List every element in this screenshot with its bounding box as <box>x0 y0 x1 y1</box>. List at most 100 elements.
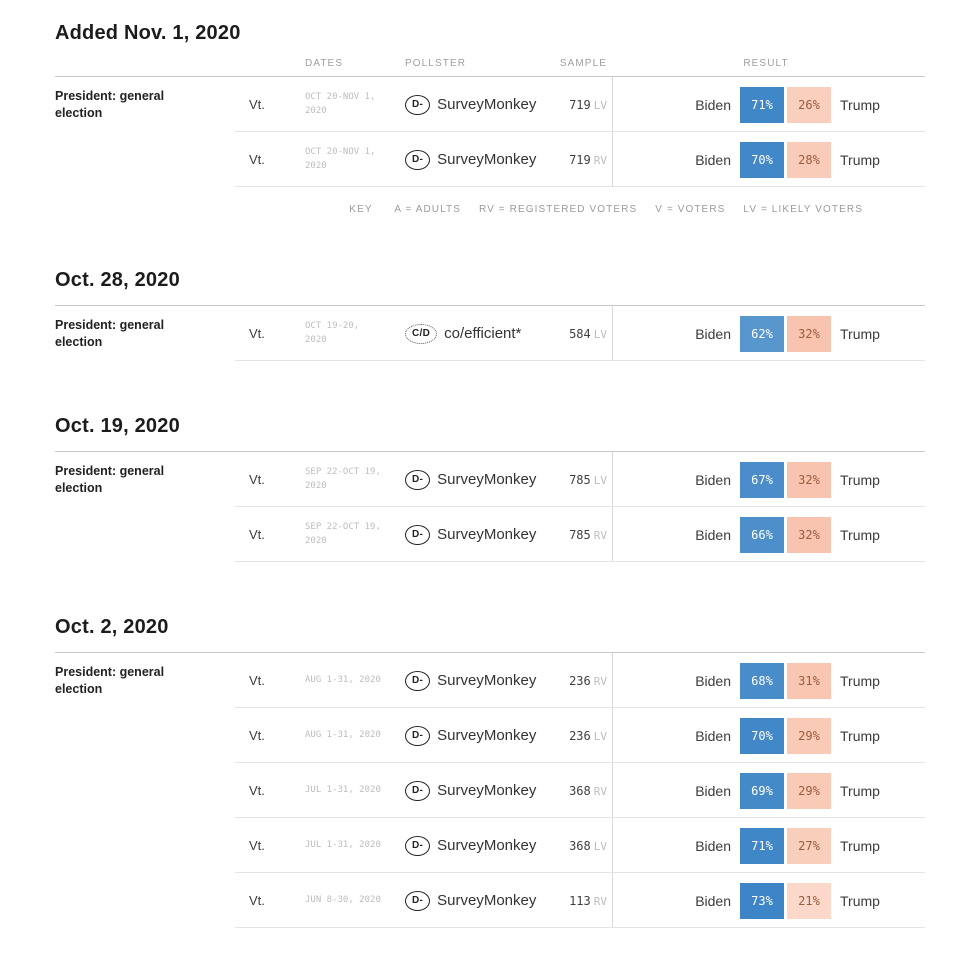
pollster-name[interactable]: SurveyMonkey <box>437 837 537 854</box>
column-header-pollster: POLLSTER <box>405 58 467 69</box>
race-link[interactable]: President: general election <box>55 665 165 696</box>
key-label: KEY <box>349 204 373 215</box>
pollster-cell: D- SurveyMonkey <box>405 890 545 911</box>
state-abbr: Vt. <box>249 673 265 688</box>
poll-section: Oct. 2, 2020 DATES POLLSTER SAMPLE RESUL… <box>55 616 925 928</box>
poll-dates: AUG 1-31, 2020 <box>305 729 381 740</box>
sample-result-divider <box>612 77 613 187</box>
pollster-cell: D- SurveyMonkey <box>405 149 545 170</box>
column-header-result: RESULT <box>743 58 789 69</box>
pollster-cell: D- SurveyMonkey <box>405 524 545 545</box>
key-item: RV = REGISTERED VOTERS <box>479 204 638 215</box>
poll-section: Oct. 28, 2020 DATES POLLSTER SAMPLE RESU… <box>55 269 925 361</box>
poll-row: President: general election Vt. SEP 22-O… <box>55 452 925 507</box>
rep-result-box: 29% <box>787 772 831 809</box>
result-cell: Biden 67% 32% Trump <box>607 461 925 498</box>
pollster-name[interactable]: co/efficient* <box>444 325 522 342</box>
race-link[interactable]: President: general election <box>55 464 165 495</box>
sample-type: LV <box>593 839 607 853</box>
key-item: LV = LIKELY VOTERS <box>743 204 863 215</box>
sample-type: LV <box>593 473 607 487</box>
sample-size: 785 <box>569 527 591 542</box>
poll-row: Vt. AUG 1-31, 2020 D- SurveyMonkey 236 LV… <box>55 708 925 763</box>
pollster-name[interactable]: SurveyMonkey <box>437 782 537 799</box>
sample-type: RV <box>593 784 607 798</box>
poll-row: Vt. JUL 1-31, 2020 D- SurveyMonkey 368 RV… <box>55 763 925 818</box>
dem-candidate-name: Biden <box>695 471 731 488</box>
pollster-name[interactable]: SurveyMonkey <box>437 96 537 113</box>
poll-dates: OCT 20-NOV 1, 2020 <box>305 91 376 116</box>
key-item: V = VOTERS <box>655 204 726 215</box>
rep-result-box: 27% <box>787 827 831 864</box>
pollster-name[interactable]: SurveyMonkey <box>437 526 537 543</box>
sample-cell: 719 LV <box>545 98 607 112</box>
poll-group: President: general election Vt. OCT 19-2… <box>55 305 925 361</box>
section-date-heading: Oct. 28, 2020 <box>55 269 180 291</box>
rep-result-box: 32% <box>787 516 831 553</box>
pollster-name[interactable]: SurveyMonkey <box>437 727 537 744</box>
state-abbr: Vt. <box>249 97 265 112</box>
sample-size: 236 <box>569 728 591 743</box>
rep-candidate-name: Trump <box>840 325 880 342</box>
poll-rows: President: general election Vt. OCT 20-N… <box>55 77 925 187</box>
result-cell: Biden 73% 21% Trump <box>607 882 925 919</box>
sample-cell: 719 RV <box>545 153 607 167</box>
dem-candidate-name: Biden <box>695 837 731 854</box>
dem-result-box: 70% <box>740 141 784 178</box>
pollster-name[interactable]: SurveyMonkey <box>437 892 537 909</box>
sample-type: RV <box>593 674 607 688</box>
pollster-grade-badge[interactable]: D- <box>405 835 431 856</box>
poll-row: Vt. JUN 8-30, 2020 D- SurveyMonkey 113 RV… <box>55 873 925 928</box>
poll-section: Oct. 19, 2020 DATES POLLSTER SAMPLE RESU… <box>55 415 925 562</box>
pollster-cell: D- SurveyMonkey <box>405 725 545 746</box>
pollster-cell: D- SurveyMonkey <box>405 94 545 115</box>
state-abbr: Vt. <box>249 728 265 743</box>
dem-result-box: 71% <box>740 86 784 123</box>
rep-candidate-name: Trump <box>840 96 880 113</box>
poll-dates: OCT 20-NOV 1, 2020 <box>305 146 376 171</box>
sample-type: RV <box>593 528 607 542</box>
dem-result-box: 62% <box>740 315 784 352</box>
pollster-grade-badge[interactable]: C/D <box>405 323 438 344</box>
poll-row: President: general election Vt. AUG 1-31… <box>55 653 925 708</box>
race-link[interactable]: President: general election <box>55 89 165 120</box>
pollster-grade-badge[interactable]: D- <box>405 469 431 490</box>
pollster-grade-badge[interactable]: D- <box>405 94 431 115</box>
pollster-grade-badge[interactable]: D- <box>405 524 431 545</box>
poll-dates: JUL 1-31, 2020 <box>305 784 381 795</box>
rep-result-box: 29% <box>787 717 831 754</box>
sample-type: LV <box>593 327 607 341</box>
rep-candidate-name: Trump <box>840 782 880 799</box>
pollster-grade-badge[interactable]: D- <box>405 890 431 911</box>
pollster-grade-badge[interactable]: D- <box>405 780 431 801</box>
sample-size: 719 <box>569 97 591 112</box>
sample-result-divider <box>612 306 613 361</box>
pollster-name[interactable]: SurveyMonkey <box>437 471 537 488</box>
pollster-grade-badge[interactable]: D- <box>405 670 431 691</box>
poll-dates: SEP 22-OCT 19, 2020 <box>305 521 381 546</box>
state-abbr: Vt. <box>249 783 265 798</box>
state-abbr: Vt. <box>249 527 265 542</box>
race-link[interactable]: President: general election <box>55 318 165 349</box>
sample-size: 719 <box>569 152 591 167</box>
dem-candidate-name: Biden <box>695 96 731 113</box>
pollster-name[interactable]: SurveyMonkey <box>437 151 537 168</box>
poll-group: President: general election Vt. AUG 1-31… <box>55 652 925 928</box>
pollster-grade-badge[interactable]: D- <box>405 149 431 170</box>
sample-size: 368 <box>569 838 591 853</box>
poll-dates: SEP 22-OCT 19, 2020 <box>305 466 381 491</box>
sample-cell: 584 LV <box>545 327 607 341</box>
rep-result-box: 26% <box>787 86 831 123</box>
sample-cell: 785 RV <box>545 528 607 542</box>
dem-candidate-name: Biden <box>695 151 731 168</box>
result-cell: Biden 70% 28% Trump <box>607 141 925 178</box>
sample-size: 584 <box>569 326 591 341</box>
pollster-grade-badge[interactable]: D- <box>405 725 431 746</box>
dem-result-box: 71% <box>740 827 784 864</box>
column-header-spacer-race <box>55 58 235 69</box>
rep-candidate-name: Trump <box>840 727 880 744</box>
result-cell: Biden 66% 32% Trump <box>607 516 925 553</box>
rep-candidate-name: Trump <box>840 837 880 854</box>
pollster-name[interactable]: SurveyMonkey <box>437 672 537 689</box>
